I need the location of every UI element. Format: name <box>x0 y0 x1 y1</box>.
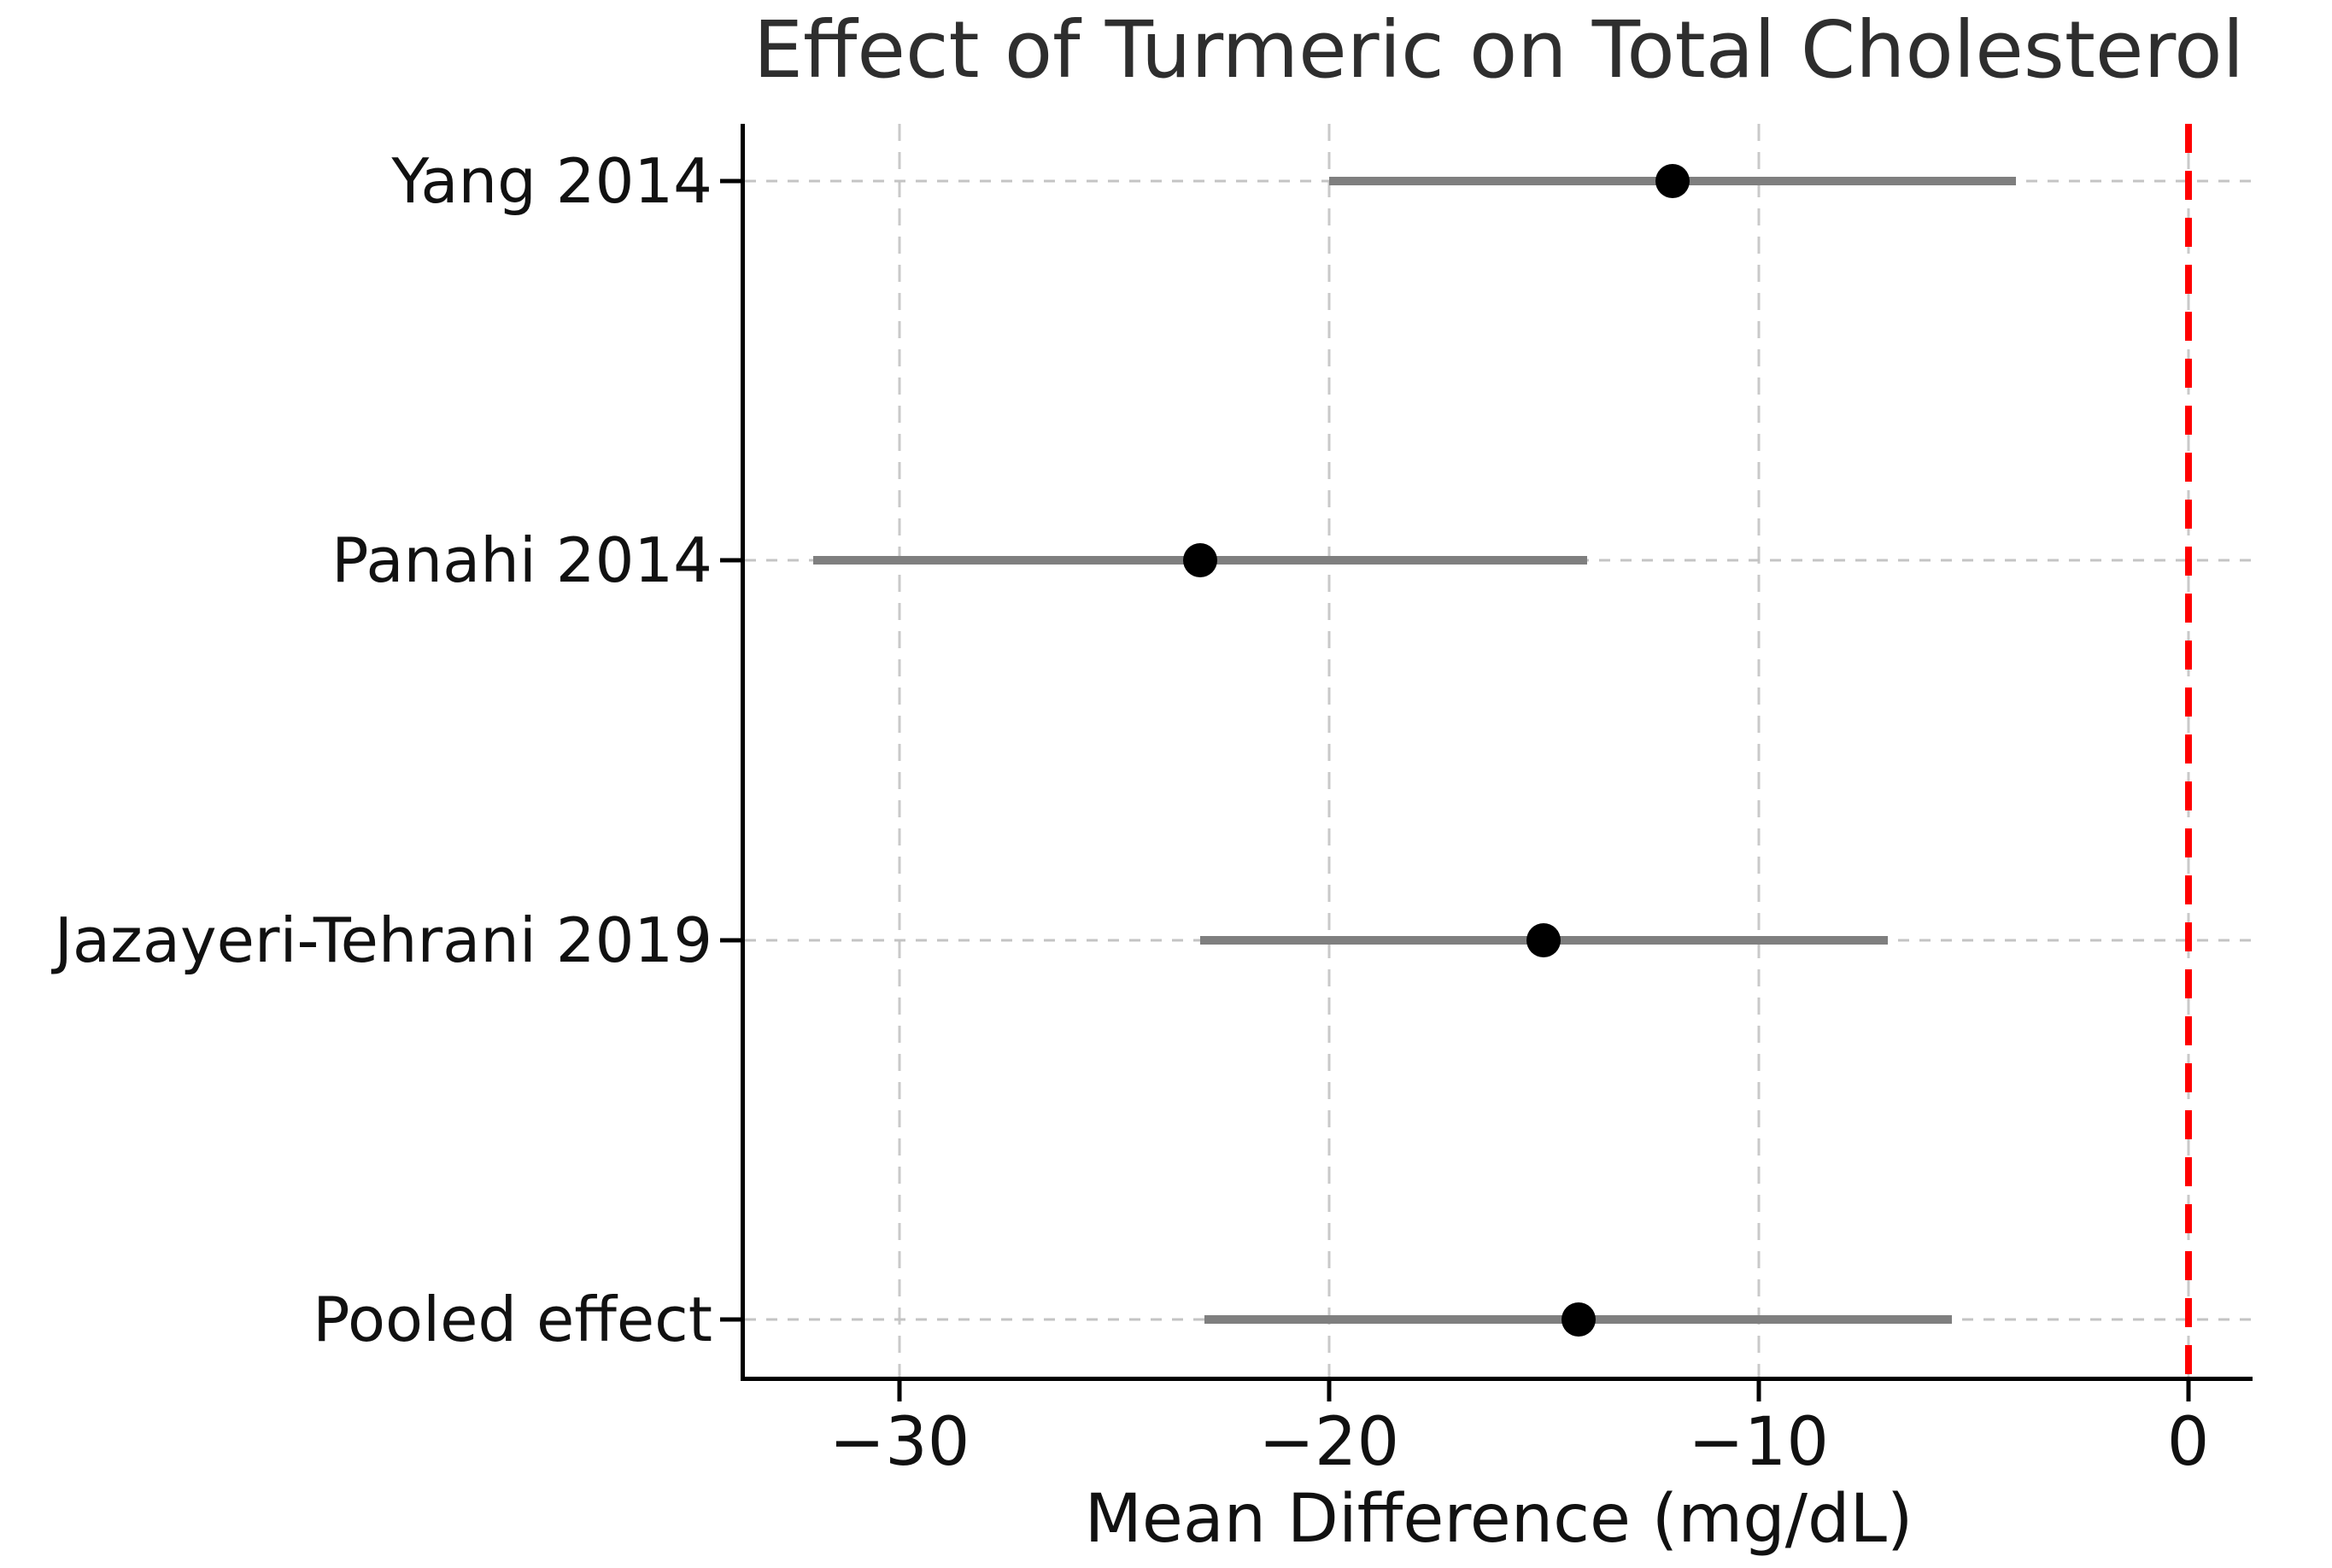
plot-area: Effect of Turmeric on Total Cholesterol … <box>55 9 2253 1553</box>
x-tick-label: −20 <box>1258 1404 1400 1481</box>
zero-reference-line <box>2184 124 2192 1377</box>
y-tick-mark <box>720 1317 741 1322</box>
effect-size-marker <box>1655 163 1690 198</box>
y-tick-label: Yang 2014 <box>391 144 712 217</box>
x-tick-mark <box>2186 1381 2191 1401</box>
x-tick-mark <box>1756 1381 1761 1401</box>
x-tick-mark <box>897 1381 902 1401</box>
y-tick-label: Panahi 2014 <box>331 524 712 597</box>
effect-size-marker <box>1526 922 1562 957</box>
y-tick-mark <box>720 178 741 184</box>
gridline-vertical <box>898 124 901 1377</box>
y-tick-mark <box>720 938 741 943</box>
gridline-vertical <box>1757 124 1761 1377</box>
gridline-vertical <box>1327 124 1331 1377</box>
effect-size-marker <box>1183 543 1218 578</box>
effect-size-marker <box>1561 1302 1596 1337</box>
y-tick-label: Pooled effect <box>313 1284 712 1356</box>
chart-title: Effect of Turmeric on Total Cholesterol <box>753 4 2245 96</box>
x-axis-title: Mean Difference (mg/dL) <box>1084 1481 1913 1558</box>
x-tick-label: 0 <box>2166 1404 2210 1481</box>
x-tick-label: −30 <box>829 1404 970 1481</box>
x-tick-label: −10 <box>1688 1404 1830 1481</box>
y-tick-label: Jazayeri-Tehrani 2019 <box>54 904 712 976</box>
y-tick-mark <box>720 558 741 563</box>
x-tick-mark <box>1327 1381 1332 1401</box>
